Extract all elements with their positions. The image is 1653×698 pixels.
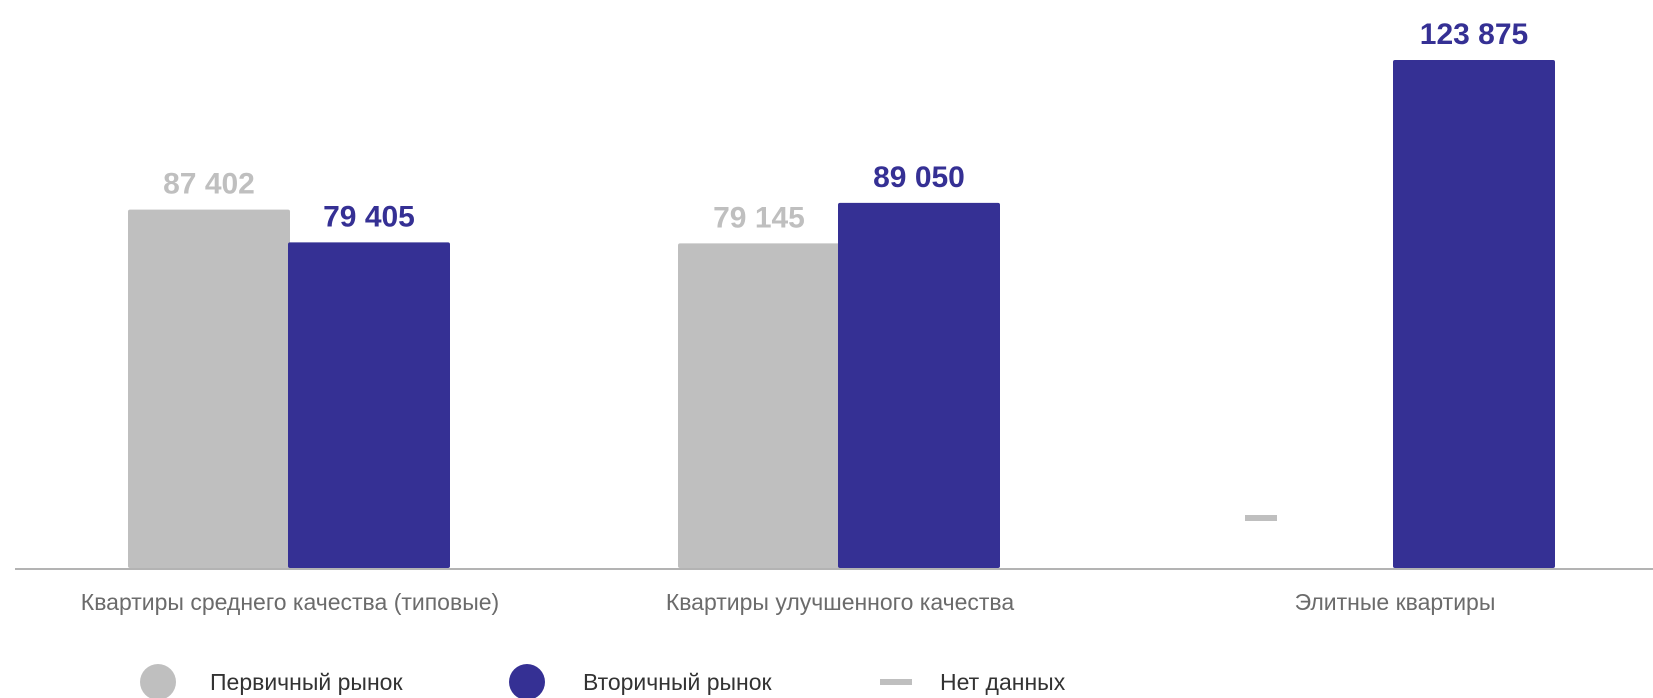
legend-marker-secondary bbox=[509, 664, 545, 698]
legend-label-secondary: Вторичный рынок bbox=[583, 669, 773, 695]
value-label-secondary-1: 89 050 bbox=[873, 161, 965, 194]
value-label-primary-1: 79 145 bbox=[713, 201, 805, 234]
category-label-1: Квартиры улучшенного качества bbox=[666, 589, 1015, 615]
category-label-2: Элитные квартиры bbox=[1295, 589, 1496, 615]
bar-primary-1 bbox=[678, 243, 840, 568]
no-data-dash-marker bbox=[1245, 515, 1277, 521]
value-label-primary-0: 87 402 bbox=[163, 168, 255, 201]
category-label-0: Квартиры среднего качества (типовые) bbox=[81, 589, 499, 615]
bar-secondary-2 bbox=[1393, 60, 1555, 568]
value-label-secondary-2: 123 875 bbox=[1420, 18, 1528, 51]
bar-secondary-0 bbox=[288, 242, 450, 569]
legend-marker-primary bbox=[140, 664, 176, 698]
legend-marker-no-data bbox=[880, 679, 912, 685]
legend-label-no-data: Нет данных bbox=[940, 669, 1066, 695]
bar-primary-0 bbox=[128, 209, 290, 568]
bar-secondary-1 bbox=[838, 202, 1000, 568]
value-label-secondary-0: 79 405 bbox=[323, 200, 415, 233]
legend-label-primary: Первичный рынок bbox=[210, 669, 403, 695]
